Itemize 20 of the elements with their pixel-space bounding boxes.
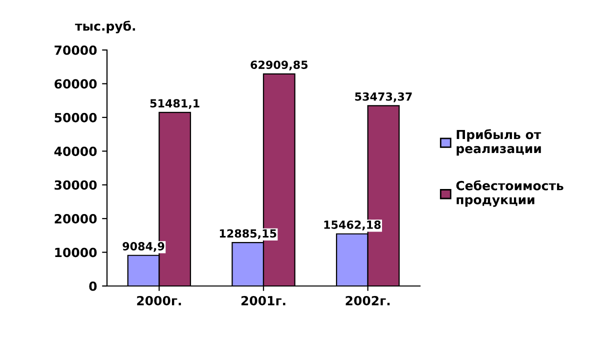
data-label: 12885,15 <box>220 229 276 240</box>
y-tick-label: 20000 <box>54 214 97 224</box>
x-tick-label: 2000г. <box>137 296 181 306</box>
y-tick-label: 30000 <box>54 180 97 190</box>
y-tick-label: 50000 <box>54 112 97 122</box>
y-axis-title: тыс.руб. <box>75 20 136 34</box>
legend-label: Себестоимость продукции <box>456 180 564 207</box>
y-tick-label: 10000 <box>55 248 97 258</box>
legend-label: Прибыль от реализации <box>456 129 542 156</box>
y-tick-label: 0 <box>89 281 97 291</box>
data-label: 51481,1 <box>150 99 200 109</box>
data-label: 9084,9 <box>122 242 164 252</box>
data-label: 15462,18 <box>324 220 381 230</box>
y-tick-label: 60000 <box>54 79 97 89</box>
x-tick-label: 2001г. <box>241 296 286 306</box>
data-label: 62909,85 <box>250 60 308 70</box>
x-tick-label: 2002г. <box>346 296 390 306</box>
y-tick-label: 40000 <box>54 146 97 156</box>
y-tick-label: 70000 <box>54 45 97 55</box>
data-label: 53473,37 <box>355 92 412 102</box>
